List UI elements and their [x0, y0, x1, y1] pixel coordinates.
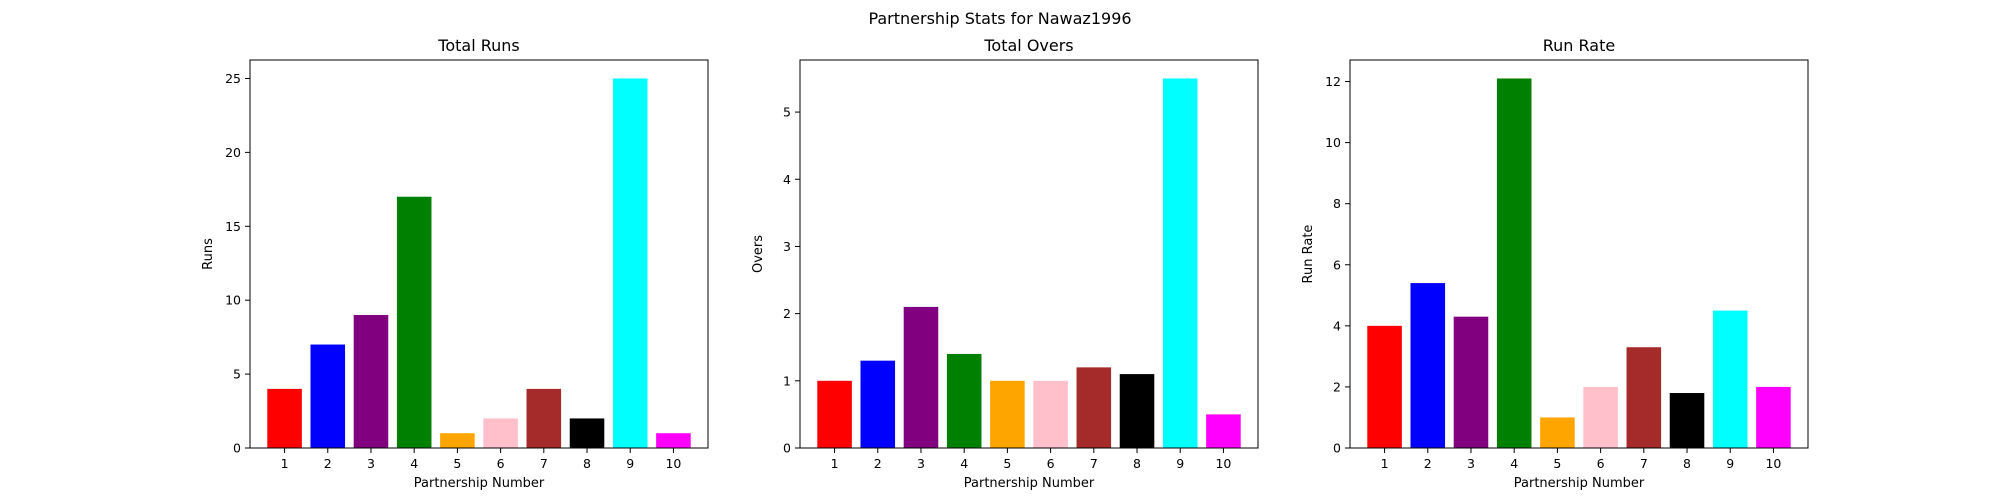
bar — [1712, 310, 1748, 448]
panel-title: Total Runs — [437, 36, 519, 55]
bar — [483, 418, 518, 448]
bar — [1540, 417, 1575, 448]
bar — [817, 380, 852, 448]
figure-title: Partnership Stats for Nawaz1996 — [868, 9, 1131, 28]
x-tick-label: 9 — [1726, 456, 1734, 471]
y-tick-label: 10 — [1325, 135, 1341, 150]
y-tick-label: 6 — [1333, 257, 1341, 272]
bar — [1206, 414, 1241, 448]
x-tick-label: 1 — [281, 456, 289, 471]
x-tick-label: 7 — [1640, 456, 1648, 471]
y-tick-label: 10 — [225, 293, 241, 308]
x-tick-label: 9 — [626, 456, 634, 471]
bar — [1410, 283, 1446, 448]
x-tick-label: 5 — [453, 456, 461, 471]
bar — [267, 388, 302, 448]
y-tick-label: 12 — [1325, 74, 1341, 89]
x-tick-label: 4 — [1510, 456, 1518, 471]
x-tick-label: 1 — [831, 456, 839, 471]
bar — [990, 380, 1025, 448]
x-tick-label: 5 — [1553, 456, 1561, 471]
bar — [1076, 367, 1112, 448]
bar — [1583, 386, 1618, 448]
bar — [1626, 347, 1662, 448]
y-tick-label: 3 — [783, 239, 791, 254]
x-tick-label: 10 — [1215, 456, 1231, 471]
bar — [946, 353, 982, 448]
y-axis-label: Run Rate — [1301, 225, 1316, 284]
panel-title: Total Overs — [983, 36, 1073, 55]
x-tick-label: 8 — [1133, 456, 1141, 471]
x-tick-label: 3 — [1467, 456, 1475, 471]
panel-title: Run Rate — [1543, 36, 1615, 55]
bar — [396, 196, 432, 448]
x-tick-label: 4 — [960, 456, 968, 471]
axes-frame — [1349, 59, 1809, 449]
x-tick-label: 10 — [1765, 456, 1781, 471]
bar — [440, 433, 475, 448]
bar — [1453, 316, 1489, 448]
y-tick-label: 2 — [1333, 379, 1341, 394]
y-tick-label: 20 — [225, 145, 241, 160]
y-tick-label: 0 — [233, 441, 241, 456]
x-tick-label: 6 — [1047, 456, 1055, 471]
bar — [1496, 78, 1532, 448]
y-tick-label: 5 — [233, 367, 241, 382]
y-tick-label: 15 — [225, 219, 241, 234]
y-tick-label: 0 — [783, 441, 791, 456]
axes-frame — [249, 59, 709, 449]
x-axis-label: Partnership Number — [964, 476, 1095, 491]
x-tick-label: 4 — [410, 456, 418, 471]
x-tick-label: 10 — [665, 456, 681, 471]
x-axis-label: Partnership Number — [1514, 476, 1645, 491]
x-tick-label: 6 — [1597, 456, 1605, 471]
x-tick-label: 9 — [1176, 456, 1184, 471]
bar — [656, 433, 691, 448]
x-tick-label: 8 — [1683, 456, 1691, 471]
axes-frame — [799, 59, 1259, 449]
x-tick-label: 3 — [367, 456, 375, 471]
bar — [860, 360, 896, 448]
chart-panel-2: Total Overs 1 2 3 4 5 6 7 8 9 10 0 1 2 3 4 5 Partnership … — [751, 36, 1259, 491]
bar — [1033, 380, 1068, 448]
chart-panel-1: Total Runs 1 2 3 4 5 6 7 8 9 10 0 5 10 15 20 25 Partnersh… — [201, 36, 709, 491]
y-tick-label: 25 — [225, 71, 241, 86]
y-tick-label: 0 — [1333, 441, 1341, 456]
x-tick-label: 1 — [1381, 456, 1389, 471]
y-tick-label: 2 — [783, 306, 791, 321]
x-tick-label: 2 — [874, 456, 882, 471]
bar — [569, 418, 605, 448]
y-tick-label: 4 — [1333, 318, 1341, 333]
y-tick-label: 5 — [783, 105, 791, 120]
x-tick-label: 5 — [1003, 456, 1011, 471]
x-axis-label: Partnership Number — [414, 476, 545, 491]
bar — [1119, 374, 1155, 448]
bar — [612, 78, 648, 448]
y-tick-label: 1 — [783, 373, 791, 388]
bar — [526, 388, 562, 448]
bar — [310, 344, 346, 448]
bar — [353, 314, 389, 448]
x-tick-label: 8 — [583, 456, 591, 471]
bar — [1367, 325, 1402, 448]
x-tick-label: 3 — [917, 456, 925, 471]
x-tick-label: 2 — [1424, 456, 1432, 471]
y-tick-label: 4 — [783, 172, 791, 187]
x-tick-label: 7 — [540, 456, 548, 471]
y-tick-label: 8 — [1333, 196, 1341, 211]
bar — [903, 306, 939, 448]
x-tick-label: 2 — [324, 456, 332, 471]
y-axis-label: Overs — [751, 235, 766, 273]
x-tick-label: 6 — [497, 456, 505, 471]
bar — [1669, 393, 1705, 448]
bar — [1756, 386, 1791, 448]
bar — [1162, 78, 1198, 448]
x-tick-label: 7 — [1090, 456, 1098, 471]
y-axis-label: Runs — [201, 238, 216, 270]
